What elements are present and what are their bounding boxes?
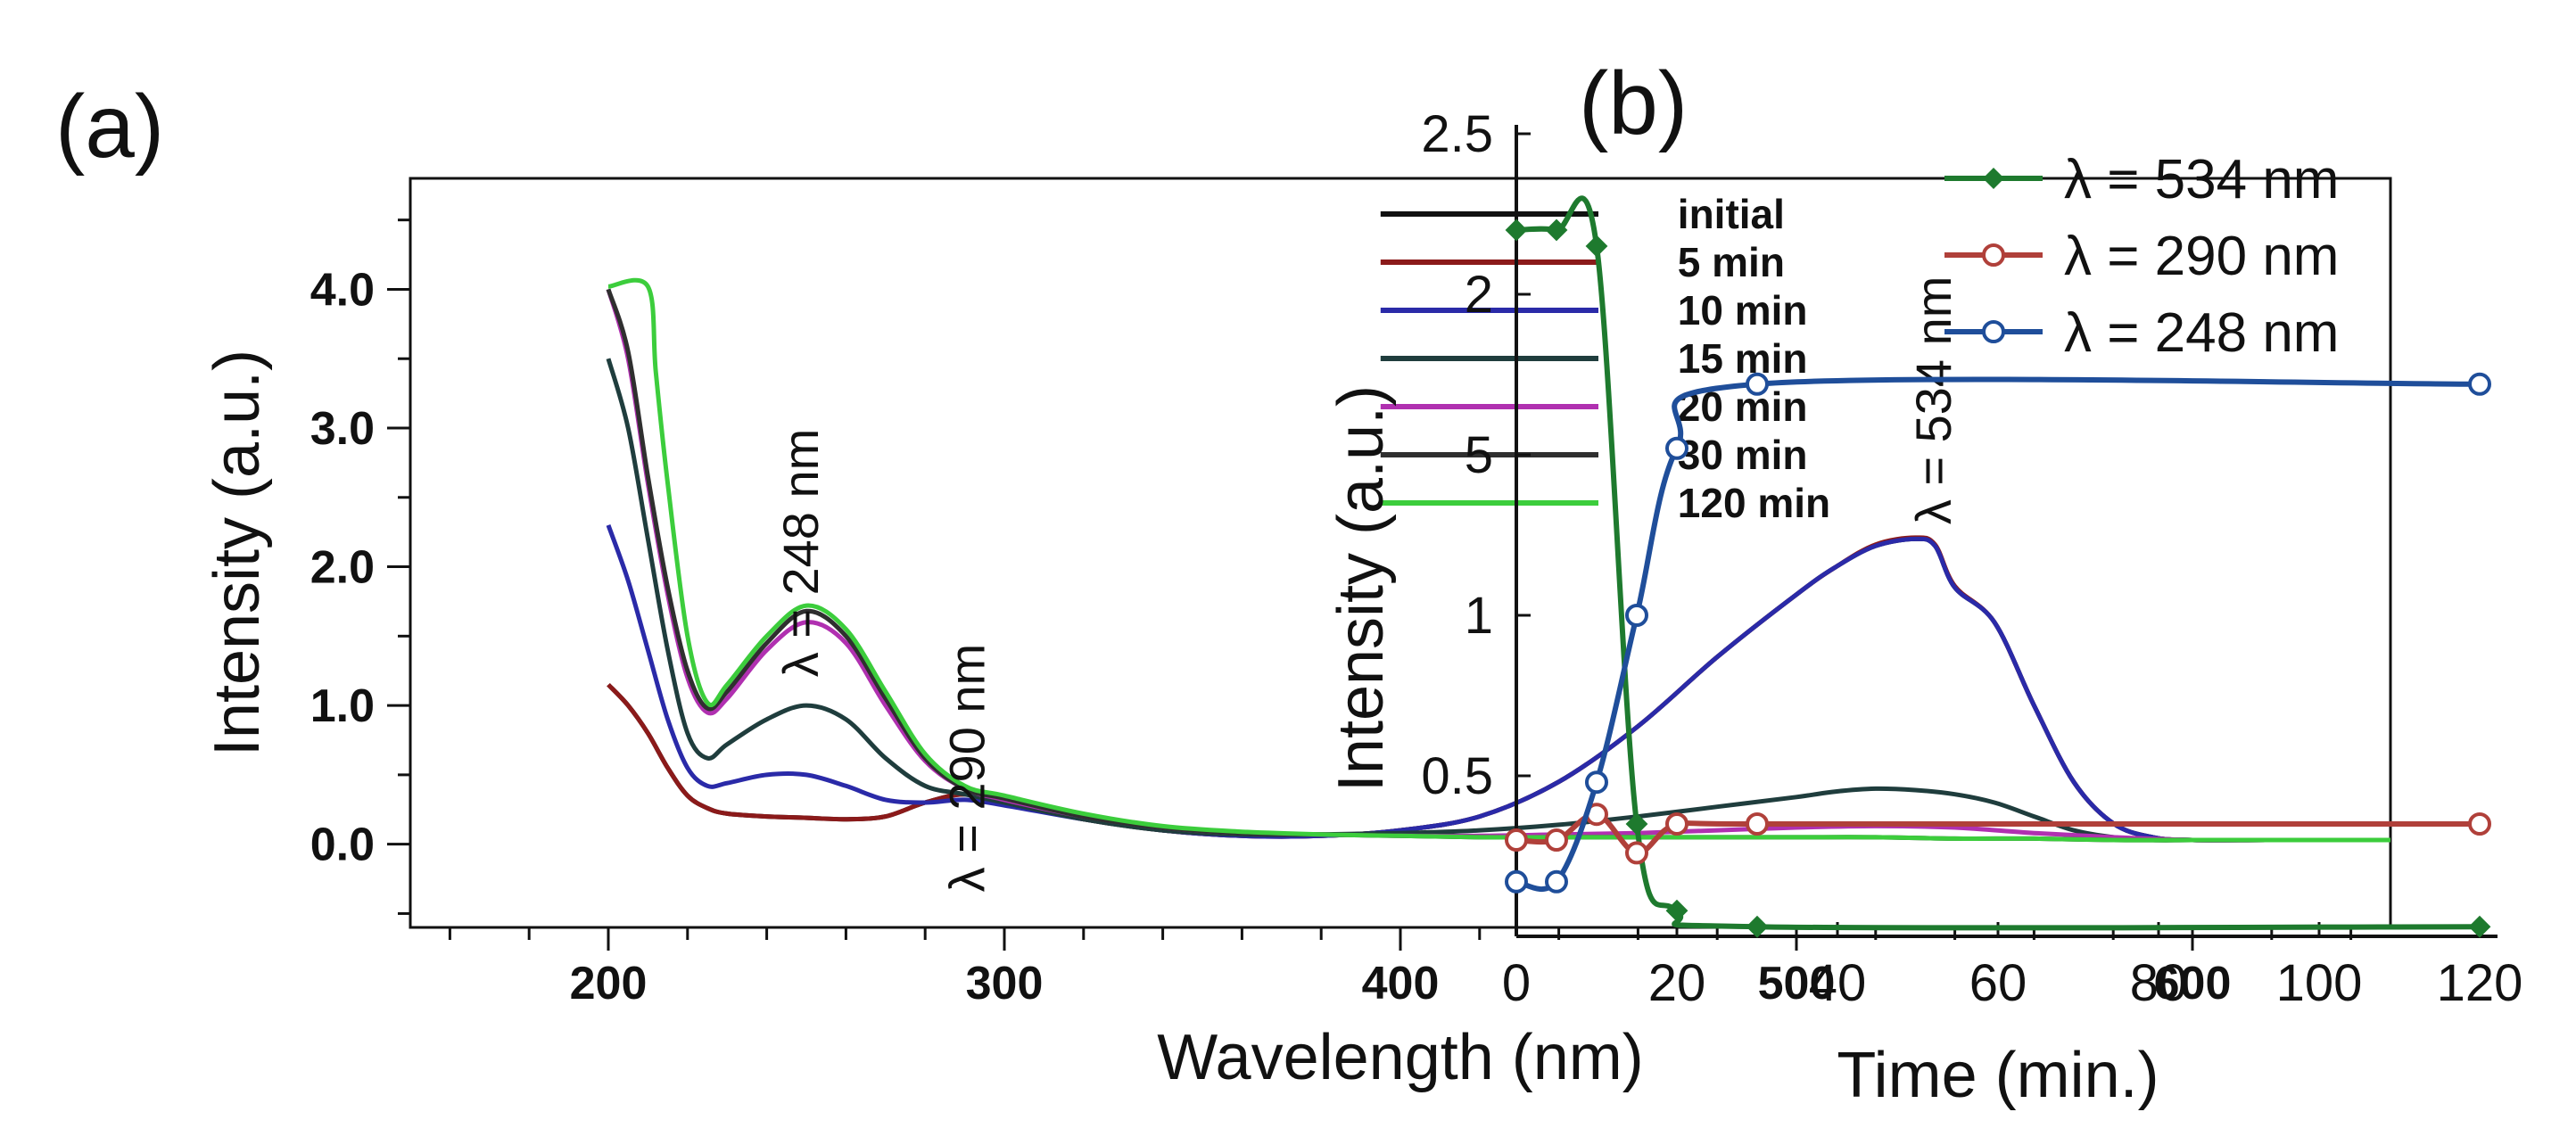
panel-b-data-point xyxy=(1665,812,1688,836)
panel-a-y-tick-label: 1.0 xyxy=(310,680,375,732)
panel-a-legend-label: 5 min xyxy=(1678,239,1785,285)
panel-b-data-point xyxy=(1665,436,1688,460)
panel-b-data-point xyxy=(2468,372,2491,396)
panel-b-x-tick-label: 40 xyxy=(1809,954,1867,1012)
panel-b-legend-marker xyxy=(1982,320,2005,343)
panel-b-y-axis-label: Intensity (a.u.) xyxy=(1325,385,1397,792)
panel-a-y-tick-label: 2.0 xyxy=(310,542,375,594)
panel-a-series xyxy=(606,277,2390,843)
panel-a-peak-annotation: λ = 534 nm xyxy=(1905,276,1961,525)
panel-a-series-line xyxy=(606,288,2390,843)
panel-b-legend-label: λ = 248 nm xyxy=(2064,302,2339,364)
panel-b-data-point xyxy=(1585,770,1608,795)
panel-a-y-axis-label: Intensity (a.u.) xyxy=(202,350,273,756)
panel-a-x-axis-label: Wavelength (nm) xyxy=(1157,1022,1644,1093)
panel-b-data-point xyxy=(2468,812,2491,836)
panel-b-data-point xyxy=(1746,812,1769,836)
panel-a-x-tick-label: 600 xyxy=(2154,958,2232,1009)
panel-a-legend-label: 120 min xyxy=(1678,480,1830,526)
panel-b-y-tick-label: 1 xyxy=(1465,587,1493,645)
panel-b-data-point xyxy=(2468,915,2491,938)
panel-a-peak-annotation: λ = 290 nm xyxy=(939,644,995,893)
panel-a-x-tick-label: 400 xyxy=(1362,958,1440,1009)
panel-b-x-tick-label: 80 xyxy=(2130,954,2188,1012)
panel-a-peak-annotation: λ = 248 nm xyxy=(772,429,829,678)
panel-b-data-point xyxy=(1545,828,1568,852)
panel-a-series-line xyxy=(606,358,2390,843)
panel-b-x-tick-label: 0 xyxy=(1502,954,1531,1012)
panel-b-legend-label: λ = 290 nm xyxy=(2064,226,2339,287)
panel-a-legend-label: 10 min xyxy=(1678,287,1808,334)
panel-b: (b) 0 20 40 60 80 100 120 0.5 1 5 2 2.5 λ = 534 nm λ … xyxy=(1325,54,2522,1111)
panel-b-x-tick-label: 120 xyxy=(2437,954,2523,1012)
panel-b-legend-label: λ = 534 nm xyxy=(2064,149,2339,210)
panel-b-data-point xyxy=(1665,899,1688,922)
panel-a-y-tick-label: 0.0 xyxy=(310,820,375,871)
panel-b-y-tick-label: 0.5 xyxy=(1421,747,1493,805)
panel-b-data-point xyxy=(1545,218,1568,242)
panel-a-x-tick-label: 500 xyxy=(1758,958,1836,1009)
panel-b-data-point xyxy=(1545,869,1568,894)
panel-a-x-tick-label: 200 xyxy=(570,958,648,1009)
panel-a-legend-label: 15 min xyxy=(1678,335,1808,382)
panel-b-data-point xyxy=(1746,372,1769,396)
panel-b-series-line xyxy=(1515,195,2481,931)
panel-a-legend-label: initial xyxy=(1678,191,1785,237)
panel-a-series-line xyxy=(607,277,2390,843)
panel-b-y-tick-label: 2 xyxy=(1465,266,1493,324)
panel-b-series-line xyxy=(1515,376,2481,892)
panel-b-data-point xyxy=(1505,828,1528,852)
panel-b-x-axis-label: Time (min.) xyxy=(1837,1040,2159,1111)
panel-b-y-tick-label: 2.5 xyxy=(1421,105,1493,163)
panel-b-x-tick-label: 100 xyxy=(2276,954,2363,1012)
panel-b-x-tick-label: 20 xyxy=(1648,954,1706,1012)
panel-b-label: (b) xyxy=(1579,54,1688,153)
panel-b-legend-marker xyxy=(1983,168,2004,189)
panel-b-y-tick-label: 5 xyxy=(1465,426,1493,484)
panel-a-x-tick-label: 300 xyxy=(966,958,1044,1009)
panel-a-series-line xyxy=(606,524,2390,843)
panel-a-series-line xyxy=(606,288,2390,843)
panel-a-annotations: λ = 248 nm λ = 290 nm λ = 534 nm xyxy=(772,276,1961,893)
panel-b-data-point xyxy=(1625,604,1648,627)
panel-a-y-tick-label: 3.0 xyxy=(310,403,375,455)
panel-a-frame xyxy=(409,177,2392,929)
panel-b-data-point xyxy=(1505,869,1528,894)
panel-b-data-point xyxy=(1585,235,1608,258)
panel-b-x-tick-label: 60 xyxy=(1969,954,2027,1012)
panel-a-label: (a) xyxy=(55,77,164,177)
panel-b-data-point xyxy=(1505,218,1528,242)
panel-a-y-tick-label: 4.0 xyxy=(310,264,375,316)
panel-b-data-point xyxy=(1746,915,1769,938)
panel-b-data-point xyxy=(1625,812,1648,836)
panel-b-legend-marker xyxy=(1982,243,2005,267)
panel-b-series-line xyxy=(1515,811,2480,856)
panel-a-legend-label: 30 min xyxy=(1678,432,1808,478)
panel-b-data-point xyxy=(1625,841,1648,865)
